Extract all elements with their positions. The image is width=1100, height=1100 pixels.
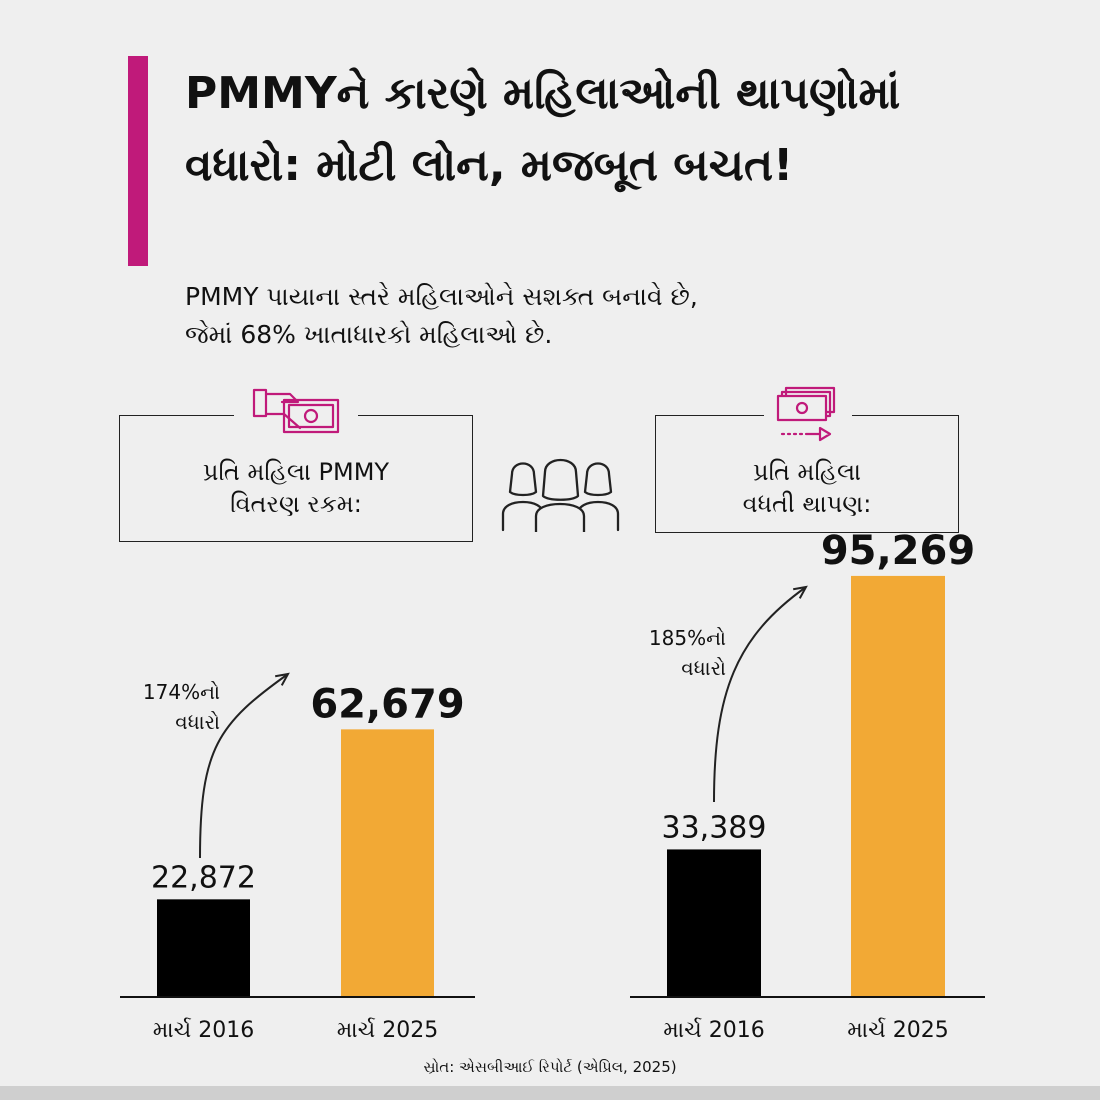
deposit-growth-percent: 185%નો bbox=[648, 626, 726, 650]
deposit-card: પ્રતિ મહિલા વધતી થાપણ: bbox=[655, 386, 959, 533]
bottom-strip bbox=[0, 1086, 1100, 1100]
deposit-bar-2016 bbox=[667, 849, 761, 997]
deposit-chart-svg: 33,389 માર્ચ 2016 95,269 માર્ચ 2025 bbox=[630, 528, 985, 1043]
disbursement-category-label-2025: માર્ચ 2025 bbox=[337, 1018, 439, 1043]
deposit-category-label-2025: માર્ચ 2025 bbox=[847, 1018, 949, 1043]
deposit-card-line-1: પ્રતિ મહિલા bbox=[753, 458, 861, 486]
disbursement-category-label-2016: માર્ચ 2016 bbox=[153, 1018, 255, 1043]
source-note: સ્રોત: એસબીઆઈ રિપોર્ટ (એપ્રિલ, 2025) bbox=[423, 1058, 677, 1076]
disbursement-card-label: પ્રતિ મહિલા PMMY વિતરણ રકમ: bbox=[120, 456, 472, 520]
deposit-value-label-2016: 33,389 bbox=[662, 810, 767, 845]
disbursement-chart: 22,872 માર્ચ 2016 62,679 માર્ચ 2025 174%નો … bbox=[120, 570, 480, 1050]
disbursement-bar-2025 bbox=[341, 729, 434, 997]
disbursement-growth-annotation: 174%નો વધારો bbox=[120, 677, 220, 737]
subtitle: PMMY પાયાના સ્તરે મહિલાઓને સશક્ત બનાવે છ… bbox=[185, 278, 1045, 354]
deposit-value-label-2025: 95,269 bbox=[821, 528, 975, 574]
page-title: PMMYને કારણે મહિલાઓની થાપણોમાં વધારો: મો… bbox=[185, 68, 901, 191]
deposit-growth-arrowhead bbox=[793, 585, 808, 599]
disbursement-growth-word: વધારો bbox=[175, 710, 220, 734]
deposit-bar-2025 bbox=[851, 575, 945, 997]
disbursement-chart-svg: 22,872 માર્ચ 2016 62,679 માર્ચ 2025 bbox=[120, 672, 475, 1043]
deposit-chart: 33,389 માર્ચ 2016 95,269 માર્ચ 2025 185%નો … bbox=[630, 528, 990, 1050]
disbursement-value-label-2025: 62,679 bbox=[310, 681, 464, 727]
subtitle-line-1: PMMY પાયાના સ્તરે મહિલાઓને સશક્ત બનાવે છ… bbox=[185, 282, 698, 311]
deposit-card-label: પ્રતિ મહિલા વધતી થાપણ: bbox=[656, 456, 958, 520]
disbursement-card-line-2: વિતરણ રકમ: bbox=[230, 490, 362, 518]
deposit-growth-annotation: 185%નો વધારો bbox=[630, 623, 726, 683]
women-group-icon bbox=[498, 452, 623, 536]
deposit-growth-arrow bbox=[713, 586, 807, 803]
disbursement-value-label-2016: 22,872 bbox=[151, 860, 256, 895]
disbursement-growth-percent: 174%નો bbox=[142, 680, 220, 704]
cash-transfer-icon bbox=[764, 386, 852, 446]
disbursement-card: પ્રતિ મહિલા PMMY વિતરણ રકમ: bbox=[119, 386, 473, 542]
disbursement-card-line-1: પ્રતિ મહિલા PMMY bbox=[202, 458, 390, 486]
deposit-card-line-2: વધતી થાપણ: bbox=[742, 490, 872, 518]
disbursement-bar-2016 bbox=[157, 899, 250, 997]
disbursement-growth-arrow bbox=[199, 673, 289, 859]
deposit-category-label-2016: માર્ચ 2016 bbox=[663, 1018, 765, 1043]
disbursement-growth-arrowhead bbox=[275, 672, 290, 686]
deposit-growth-word: વધારો bbox=[681, 656, 726, 680]
subtitle-line-2: જેમાં 68% ખાતાધારકો મહિલાઓ છે. bbox=[185, 320, 553, 349]
title-accent-bar bbox=[128, 56, 148, 266]
hand-cash-icon bbox=[234, 386, 358, 446]
